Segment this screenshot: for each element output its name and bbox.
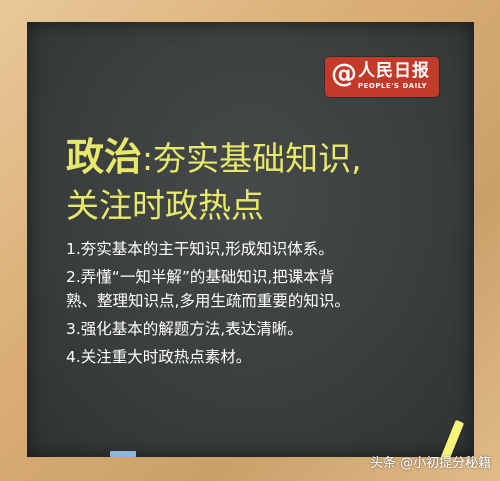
- page-title: 政治:夯实基础知识,: [66, 134, 446, 182]
- list-item: 4.关注重大时政热点素材。: [66, 348, 252, 366]
- list-item: 2.弄懂“一知半解”的基础知识,把课本背: [66, 268, 335, 286]
- logo-name-cn: 人民日报: [358, 61, 430, 81]
- logo-name-en: PEOPLE'S DAILY: [358, 82, 428, 90]
- list-item: 3.强化基本的解题方法,表达清晰。: [66, 320, 303, 338]
- title-line1: 夯实基础知识,: [153, 139, 362, 178]
- title-line2: 关注时政热点: [66, 186, 264, 225]
- list-item: 熟、整理知识点,多用生疏而重要的知识。: [66, 292, 350, 310]
- title-subject: 政治: [66, 135, 143, 179]
- title-colon: :: [142, 139, 154, 178]
- list-item: 1.夯实基本的主干知识,形成知识体系。: [66, 240, 334, 258]
- peoples-daily-logo: @ 人民日报 PEOPLE'S DAILY: [325, 57, 439, 97]
- logo-at-symbol: @: [331, 59, 357, 89]
- chalk-piece: [110, 451, 136, 457]
- watermark: 头条 @小初提分秘籍: [370, 456, 492, 471]
